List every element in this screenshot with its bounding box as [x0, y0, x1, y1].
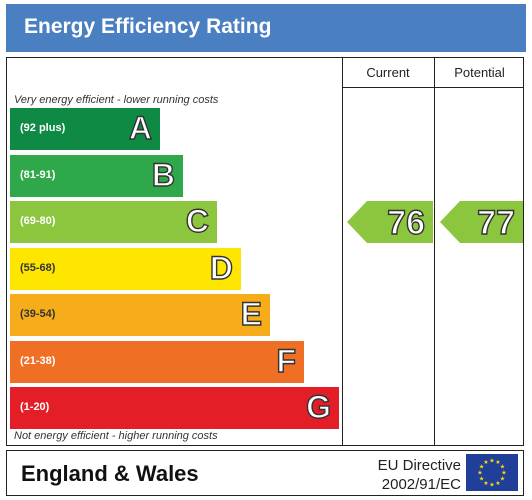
rating-band-g: (1-20) G	[10, 387, 339, 429]
potential-column-header: Potential	[435, 58, 524, 88]
rating-band-e: (39-54) E	[10, 294, 270, 336]
rating-band-a: (92 plus) A	[10, 108, 160, 150]
band-range: (69-80)	[20, 215, 56, 227]
rating-band-d: (55-68) D	[10, 247, 241, 290]
flag-star-icon: ★	[500, 464, 505, 471]
band-letter: E	[240, 295, 263, 332]
column-divider-current	[342, 58, 343, 445]
directive-line-1: EU Directive	[377, 457, 461, 474]
band-range: (39-54)	[20, 308, 56, 320]
eu-flag-icon: ★★★★★★★★★ ★ ★★	[466, 454, 518, 491]
band-letter: D	[209, 249, 234, 286]
rating-band-f: (21-38) F	[10, 340, 304, 383]
footer: England & Wales EU Directive 2002/91/EC …	[6, 450, 524, 496]
band-range: (21-38)	[20, 354, 56, 367]
flag-star-icon: ★	[501, 470, 506, 477]
flag-star-icon: ★	[483, 480, 488, 487]
header-bar: Energy Efficiency Rating	[6, 4, 526, 52]
band-letter: C	[185, 202, 210, 239]
band-range: (55-68)	[20, 261, 56, 274]
potential-rating-value: 77	[476, 203, 515, 242]
flag-star-icon: ★	[483, 459, 488, 466]
band-range: (81-91)	[20, 168, 56, 181]
current-column-header: Current	[342, 58, 434, 88]
rating-band-c: (69-80) C	[10, 201, 217, 243]
current-rating-value: 76	[386, 203, 425, 242]
directive-line-2: 2002/91/EC	[381, 476, 461, 493]
eu-directive-text: EU Directive 2002/91/EC	[378, 456, 461, 494]
current-arrow-shape	[347, 201, 433, 243]
top-note: Very energy efficient - lower running co…	[14, 94, 219, 106]
flag-star-icon: ★	[495, 459, 500, 466]
band-letter: A	[128, 109, 153, 146]
potential-arrow-shape	[440, 201, 523, 243]
flag-star-icon: ★	[500, 476, 505, 483]
rating-table: Current Potential Very energy efficient …	[6, 57, 524, 446]
band-letter: F	[276, 342, 297, 379]
potential-rating-arrow: 77	[440, 201, 523, 243]
flag-star-icon: ★	[477, 470, 482, 477]
band-letter: B	[151, 156, 176, 193]
flag-star-icon: ★	[489, 482, 494, 489]
current-rating-arrow: 76	[347, 201, 433, 243]
band-range: (92 plus)	[20, 122, 66, 134]
page-title: Energy Efficiency Rating	[24, 15, 272, 38]
flag-star-icon: ★	[479, 464, 484, 471]
band-letter: G	[305, 388, 331, 425]
band-range: (1-20)	[20, 401, 50, 413]
flag-star-icon: ★	[479, 476, 484, 483]
bottom-note: Not energy efficient - higher running co…	[14, 430, 218, 442]
column-divider-potential	[434, 58, 435, 445]
flag-star-icon: ★	[495, 480, 500, 487]
flag-star-icon: ★	[489, 458, 494, 465]
rating-band-b: (81-91) B	[10, 154, 183, 197]
region-label: England & Wales	[21, 461, 199, 486]
